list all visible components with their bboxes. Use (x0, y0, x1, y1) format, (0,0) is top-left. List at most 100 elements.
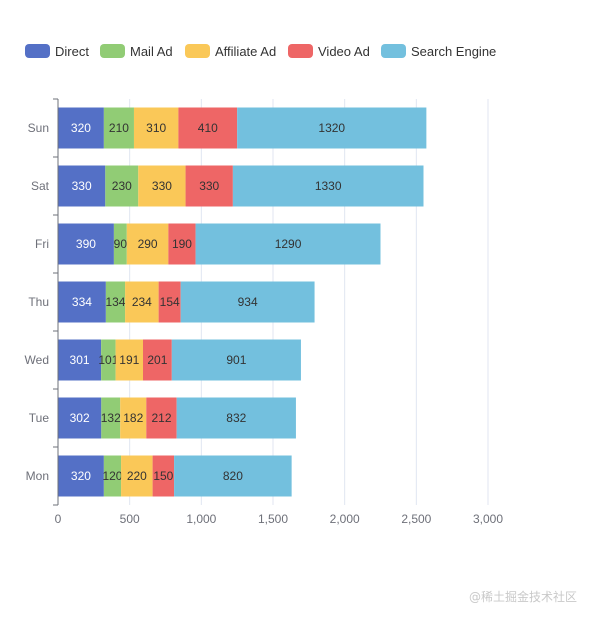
bar-segment[interactable] (180, 281, 315, 323)
bar-segment[interactable] (158, 281, 181, 323)
bar-segment[interactable] (101, 397, 121, 439)
bar-value-label: 330 (72, 179, 92, 193)
legend-label: Direct (55, 44, 89, 59)
bar-segment[interactable] (185, 165, 233, 207)
bar-value-label: 191 (119, 353, 139, 367)
bar-segment[interactable] (58, 281, 106, 323)
bar-segment[interactable] (115, 339, 143, 381)
legend-swatch (288, 44, 313, 58)
category-label: Fri (35, 237, 49, 251)
bar-value-label: 330 (199, 179, 219, 193)
bar-value-label: 230 (112, 179, 132, 193)
category-label: Mon (26, 469, 49, 483)
x-tick-label: 1,000 (186, 512, 216, 526)
bar-segment[interactable] (237, 107, 427, 149)
legend-label: Affiliate Ad (215, 44, 276, 59)
bar-segment[interactable] (133, 107, 179, 149)
bar-value-label: 1320 (318, 121, 345, 135)
category-label: Sat (31, 179, 50, 193)
bar-value-label: 220 (127, 469, 147, 483)
bar-value-label: 212 (151, 411, 171, 425)
bar-segment[interactable] (58, 339, 102, 381)
bar-segment[interactable] (142, 339, 172, 381)
legend-swatch (100, 44, 125, 58)
x-tick-label: 2,500 (401, 512, 431, 526)
x-tick-label: 0 (55, 512, 62, 526)
bar-value-label: 101 (98, 353, 118, 367)
bar-value-label: 90 (114, 237, 128, 251)
bar-value-label: 334 (72, 295, 92, 309)
bar-value-label: 210 (109, 121, 129, 135)
bar-segment[interactable] (105, 165, 139, 207)
bar-value-label: 901 (226, 353, 246, 367)
bar-segment[interactable] (171, 339, 301, 381)
bar-segment[interactable] (105, 281, 126, 323)
bar-segment[interactable] (58, 107, 104, 149)
bar-segment[interactable] (58, 397, 102, 439)
bar-value-label: 832 (226, 411, 246, 425)
bar-value-label: 934 (238, 295, 258, 309)
bar-value-label: 310 (146, 121, 166, 135)
bar-value-label: 320 (71, 121, 91, 135)
legend[interactable]: Direct Mail Ad Affiliate Ad Video Ad Search … (25, 44, 496, 59)
legend-item[interactable]: Search Engine (381, 44, 496, 59)
bar-value-label: 154 (160, 295, 180, 309)
legend-label: Video Ad (318, 44, 370, 59)
bar-segment[interactable] (125, 281, 159, 323)
bar-value-label: 134 (105, 295, 125, 309)
bar-value-label: 320 (71, 469, 91, 483)
legend-item[interactable]: Video Ad (288, 44, 370, 59)
x-tick-label: 2,000 (330, 512, 360, 526)
bar-value-label: 820 (223, 469, 243, 483)
bar-value-label: 1330 (315, 179, 342, 193)
x-tick-label: 1,500 (258, 512, 288, 526)
bar-segment[interactable] (178, 107, 238, 149)
bar-segment[interactable] (113, 223, 127, 265)
bar-segment[interactable] (138, 165, 186, 207)
bar-value-label: 330 (152, 179, 172, 193)
bar-segment[interactable] (121, 455, 153, 497)
legend-item[interactable]: Mail Ad (100, 44, 173, 59)
bar-value-label: 290 (138, 237, 158, 251)
axes: 0 500 1,000 1,500 2,000 2,500 3,000 Mon Tue Wed Th… (25, 98, 503, 526)
legend-label: Mail Ad (130, 44, 173, 59)
bar-value-label: 302 (70, 411, 90, 425)
bar-segment[interactable] (101, 339, 116, 381)
bars: 320 120 220 150 820 302 132 182 212 832 301 101 191 2… (58, 107, 427, 497)
bar-value-label: 301 (70, 353, 90, 367)
category-label: Thu (28, 295, 49, 309)
bar-value-label: 410 (198, 121, 218, 135)
legend-item[interactable]: Affiliate Ad (185, 44, 276, 59)
bar-value-label: 234 (132, 295, 152, 309)
x-tick-label: 3,000 (473, 512, 503, 526)
bar-value-label: 182 (123, 411, 143, 425)
bar-value-label: 132 (101, 411, 121, 425)
bar-segment[interactable] (103, 455, 122, 497)
bar-segment[interactable] (58, 165, 106, 207)
bar-segment[interactable] (176, 397, 296, 439)
category-label: Tue (29, 411, 50, 425)
bar-segment[interactable] (232, 165, 424, 207)
bar-segment[interactable] (168, 223, 196, 265)
bar-segment[interactable] (195, 223, 381, 265)
bar-segment[interactable] (174, 455, 292, 497)
bar-segment[interactable] (103, 107, 134, 149)
legend-swatch (25, 44, 50, 58)
legend-swatch (185, 44, 210, 58)
bar-segment[interactable] (152, 455, 175, 497)
bar-segment[interactable] (58, 455, 104, 497)
bar-segment[interactable] (126, 223, 169, 265)
category-label: Wed (25, 353, 49, 367)
legend-swatch (381, 44, 406, 58)
legend-item[interactable]: Direct (25, 44, 89, 59)
category-label: Sun (28, 121, 49, 135)
bar-value-label: 190 (172, 237, 192, 251)
legend-label: Search Engine (411, 44, 496, 59)
bar-segment[interactable] (58, 223, 114, 265)
bar-segment[interactable] (120, 397, 147, 439)
bar-segment[interactable] (146, 397, 177, 439)
bar-value-label: 120 (102, 469, 122, 483)
bar-value-label: 201 (147, 353, 167, 367)
bar-value-label: 390 (76, 237, 96, 251)
